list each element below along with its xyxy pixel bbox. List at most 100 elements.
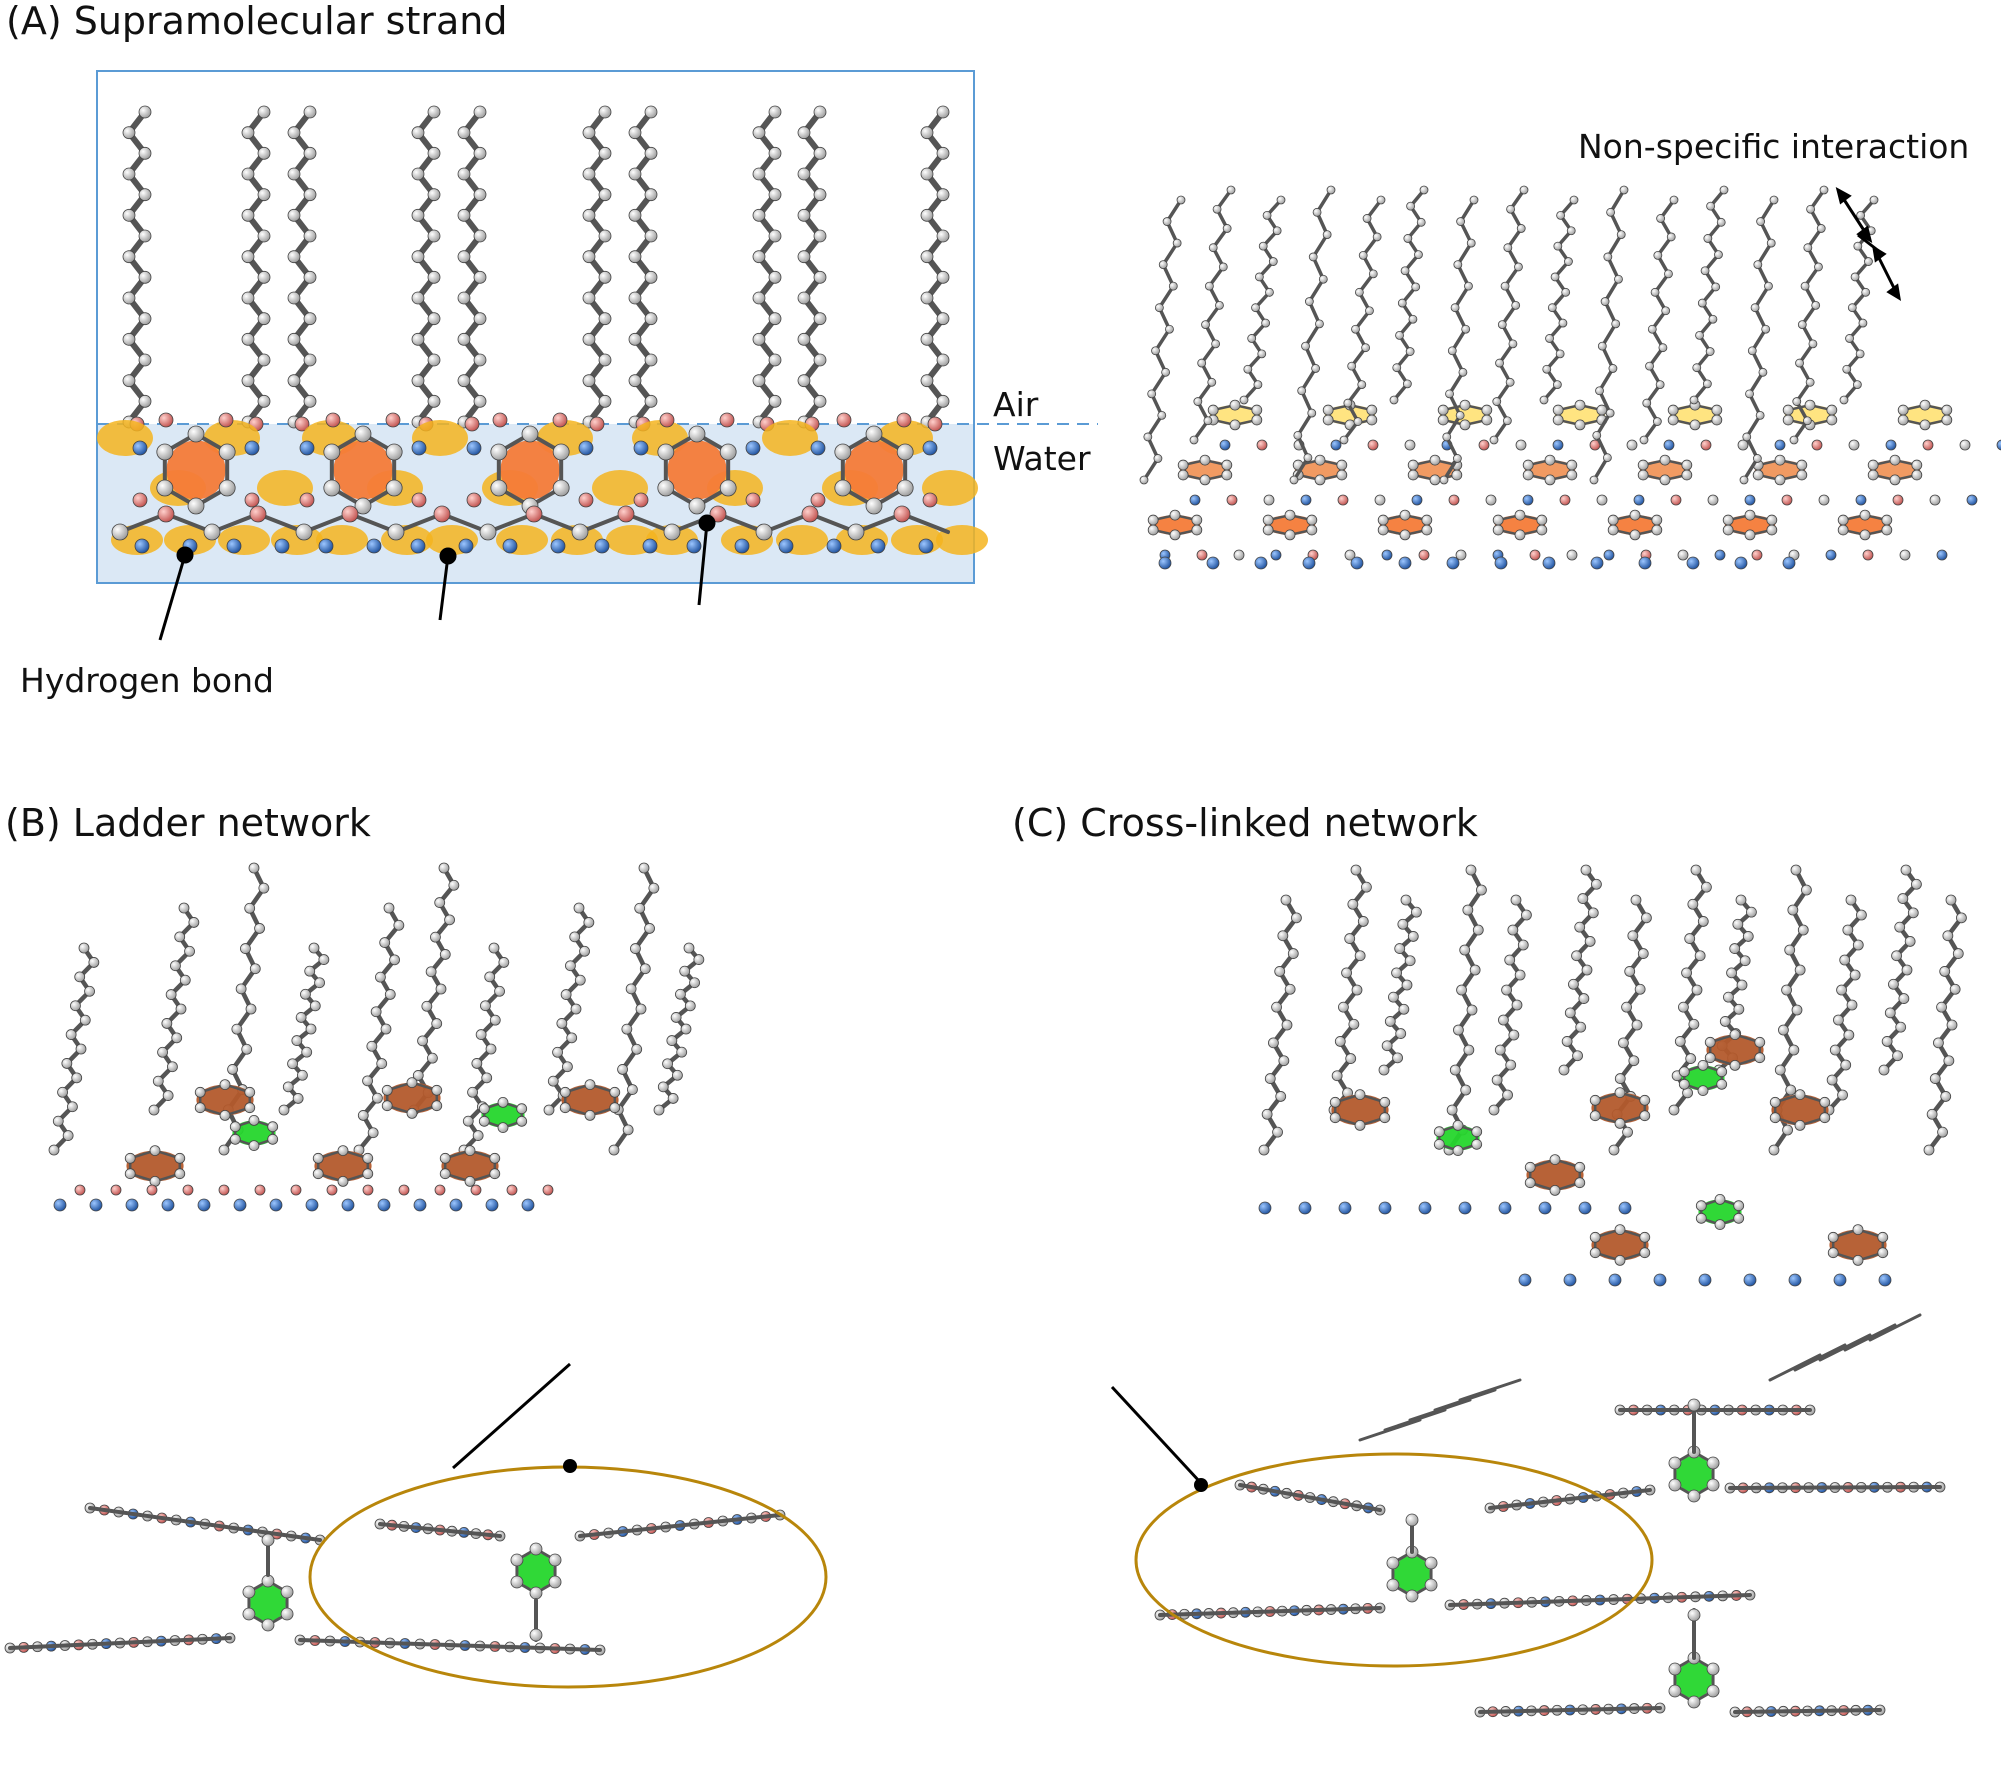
carbon-atom [529,1628,543,1642]
carbon-atom [1459,944,1471,956]
carbon-atom [167,1061,178,1073]
carbon-atom [1354,1120,1366,1131]
carbon-atom [1911,878,1922,890]
carbon-atom [566,1032,578,1044]
bond [1818,1333,1872,1362]
carbon-atom [543,1104,555,1116]
carbon-atom [357,1110,369,1121]
nitrogen-atom [734,538,750,554]
strand-backbone [111,412,950,554]
carbon-atom [1655,380,1665,390]
carbon-atom [1404,439,1416,451]
carbon-atom [1280,894,1292,906]
carbon-atom [1685,1053,1697,1064]
carbon-atom [1794,1089,1806,1100]
crosslinked-network-topview [1154,1313,1946,1718]
carbon-atom [1859,529,1871,541]
nitrogen-atom [1254,556,1268,570]
carbon-atom [427,188,441,202]
carbon-atom [138,188,152,202]
oxygen-atom [836,412,852,428]
carbon-atom [1856,909,1867,921]
oxygen-atom [1418,549,1430,561]
oxygen-atom [709,505,727,523]
carbon-atom [218,443,236,461]
core-ring [1669,405,1721,425]
carbon-atom [1191,514,1203,526]
carbon-atom [1336,459,1348,471]
carbon-atom [1377,524,1389,536]
carbon-atom [1781,984,1792,996]
panel-a-title: (A) Supramolecular strand [6,0,508,43]
carbon-atom [435,983,447,995]
carbon-atom [1287,948,1299,959]
nitrogen-atom [1552,439,1564,451]
nitrogen-atom [826,538,842,554]
carbon-atom [1766,524,1778,536]
carbon-atom [261,1533,275,1547]
nitrogen-atom [134,538,150,554]
carbon-atom [1456,984,1467,996]
carbon-atom [1421,524,1433,536]
carbon-atom [1614,1073,1626,1084]
carbon-atom [1726,967,1737,979]
carbon-atom [1608,1144,1620,1156]
carbon-atom [457,332,471,346]
carbon-atom [1446,1104,1458,1116]
carbon-atom [1792,397,1802,406]
carbon-atom [1229,399,1241,411]
carbon-atom [1919,399,1931,411]
nitrogen-atom [870,538,886,554]
core-ring [1639,460,1691,480]
carbon-atom [464,1176,476,1187]
carbon-atom [1505,377,1515,387]
core-ring [1524,460,1576,480]
carbon-atom [122,250,136,264]
carbon-atom [1716,1078,1728,1090]
carbon-atom [609,1102,621,1114]
carbon-atom [1849,969,1861,981]
carbon-atom [1379,1096,1391,1108]
nitrogen-atom [226,538,242,554]
carbon-atom [1429,454,1441,466]
carbon-atom [170,960,181,972]
carbon-atom [865,497,883,515]
carbon-atom [1197,358,1207,368]
carbon-atom [1558,318,1568,328]
carbon-atom [1169,509,1181,521]
carbon-atom [598,229,612,243]
carbon-atom [303,353,317,367]
carbon-atom [1802,416,1812,426]
carbon-atom [1827,1231,1839,1243]
carbon-atom [1549,1185,1561,1196]
carbon-atom [1684,933,1696,944]
carbon-atom [1614,274,1623,284]
carbon-atom [473,353,487,367]
carbon-atom [379,937,391,948]
carbon-atom [1329,1096,1341,1108]
carbon-atom [1177,469,1189,481]
crosslink-pointer [1110,1385,1202,1484]
carbon-atom [1689,419,1701,431]
nitrogen-atom [1418,1201,1432,1215]
carbon-atom [444,914,455,926]
core-ring [249,1584,287,1622]
carbon-atom [366,1040,378,1052]
carbon-atom [427,1052,438,1064]
nitrogen-atom [594,538,610,554]
carbon-atom [1314,454,1326,466]
carbon-atom [1455,549,1467,561]
panel-c: (C) Cross-linked network [1012,801,1967,1718]
carbon-atom [644,312,658,326]
carbon-atom [1722,524,1734,536]
carbon-atom [242,1607,256,1621]
carbon-atom [1618,1037,1629,1049]
carbon-atom [1735,894,1747,906]
carbon-atom [406,1108,418,1119]
carbon-atom [241,167,255,181]
carbon-atom [354,425,372,443]
nitrogen-atom [1936,549,1948,561]
bond [88,1506,322,1542]
carbon-atom [1566,549,1578,561]
carbon-atom [1293,430,1303,440]
